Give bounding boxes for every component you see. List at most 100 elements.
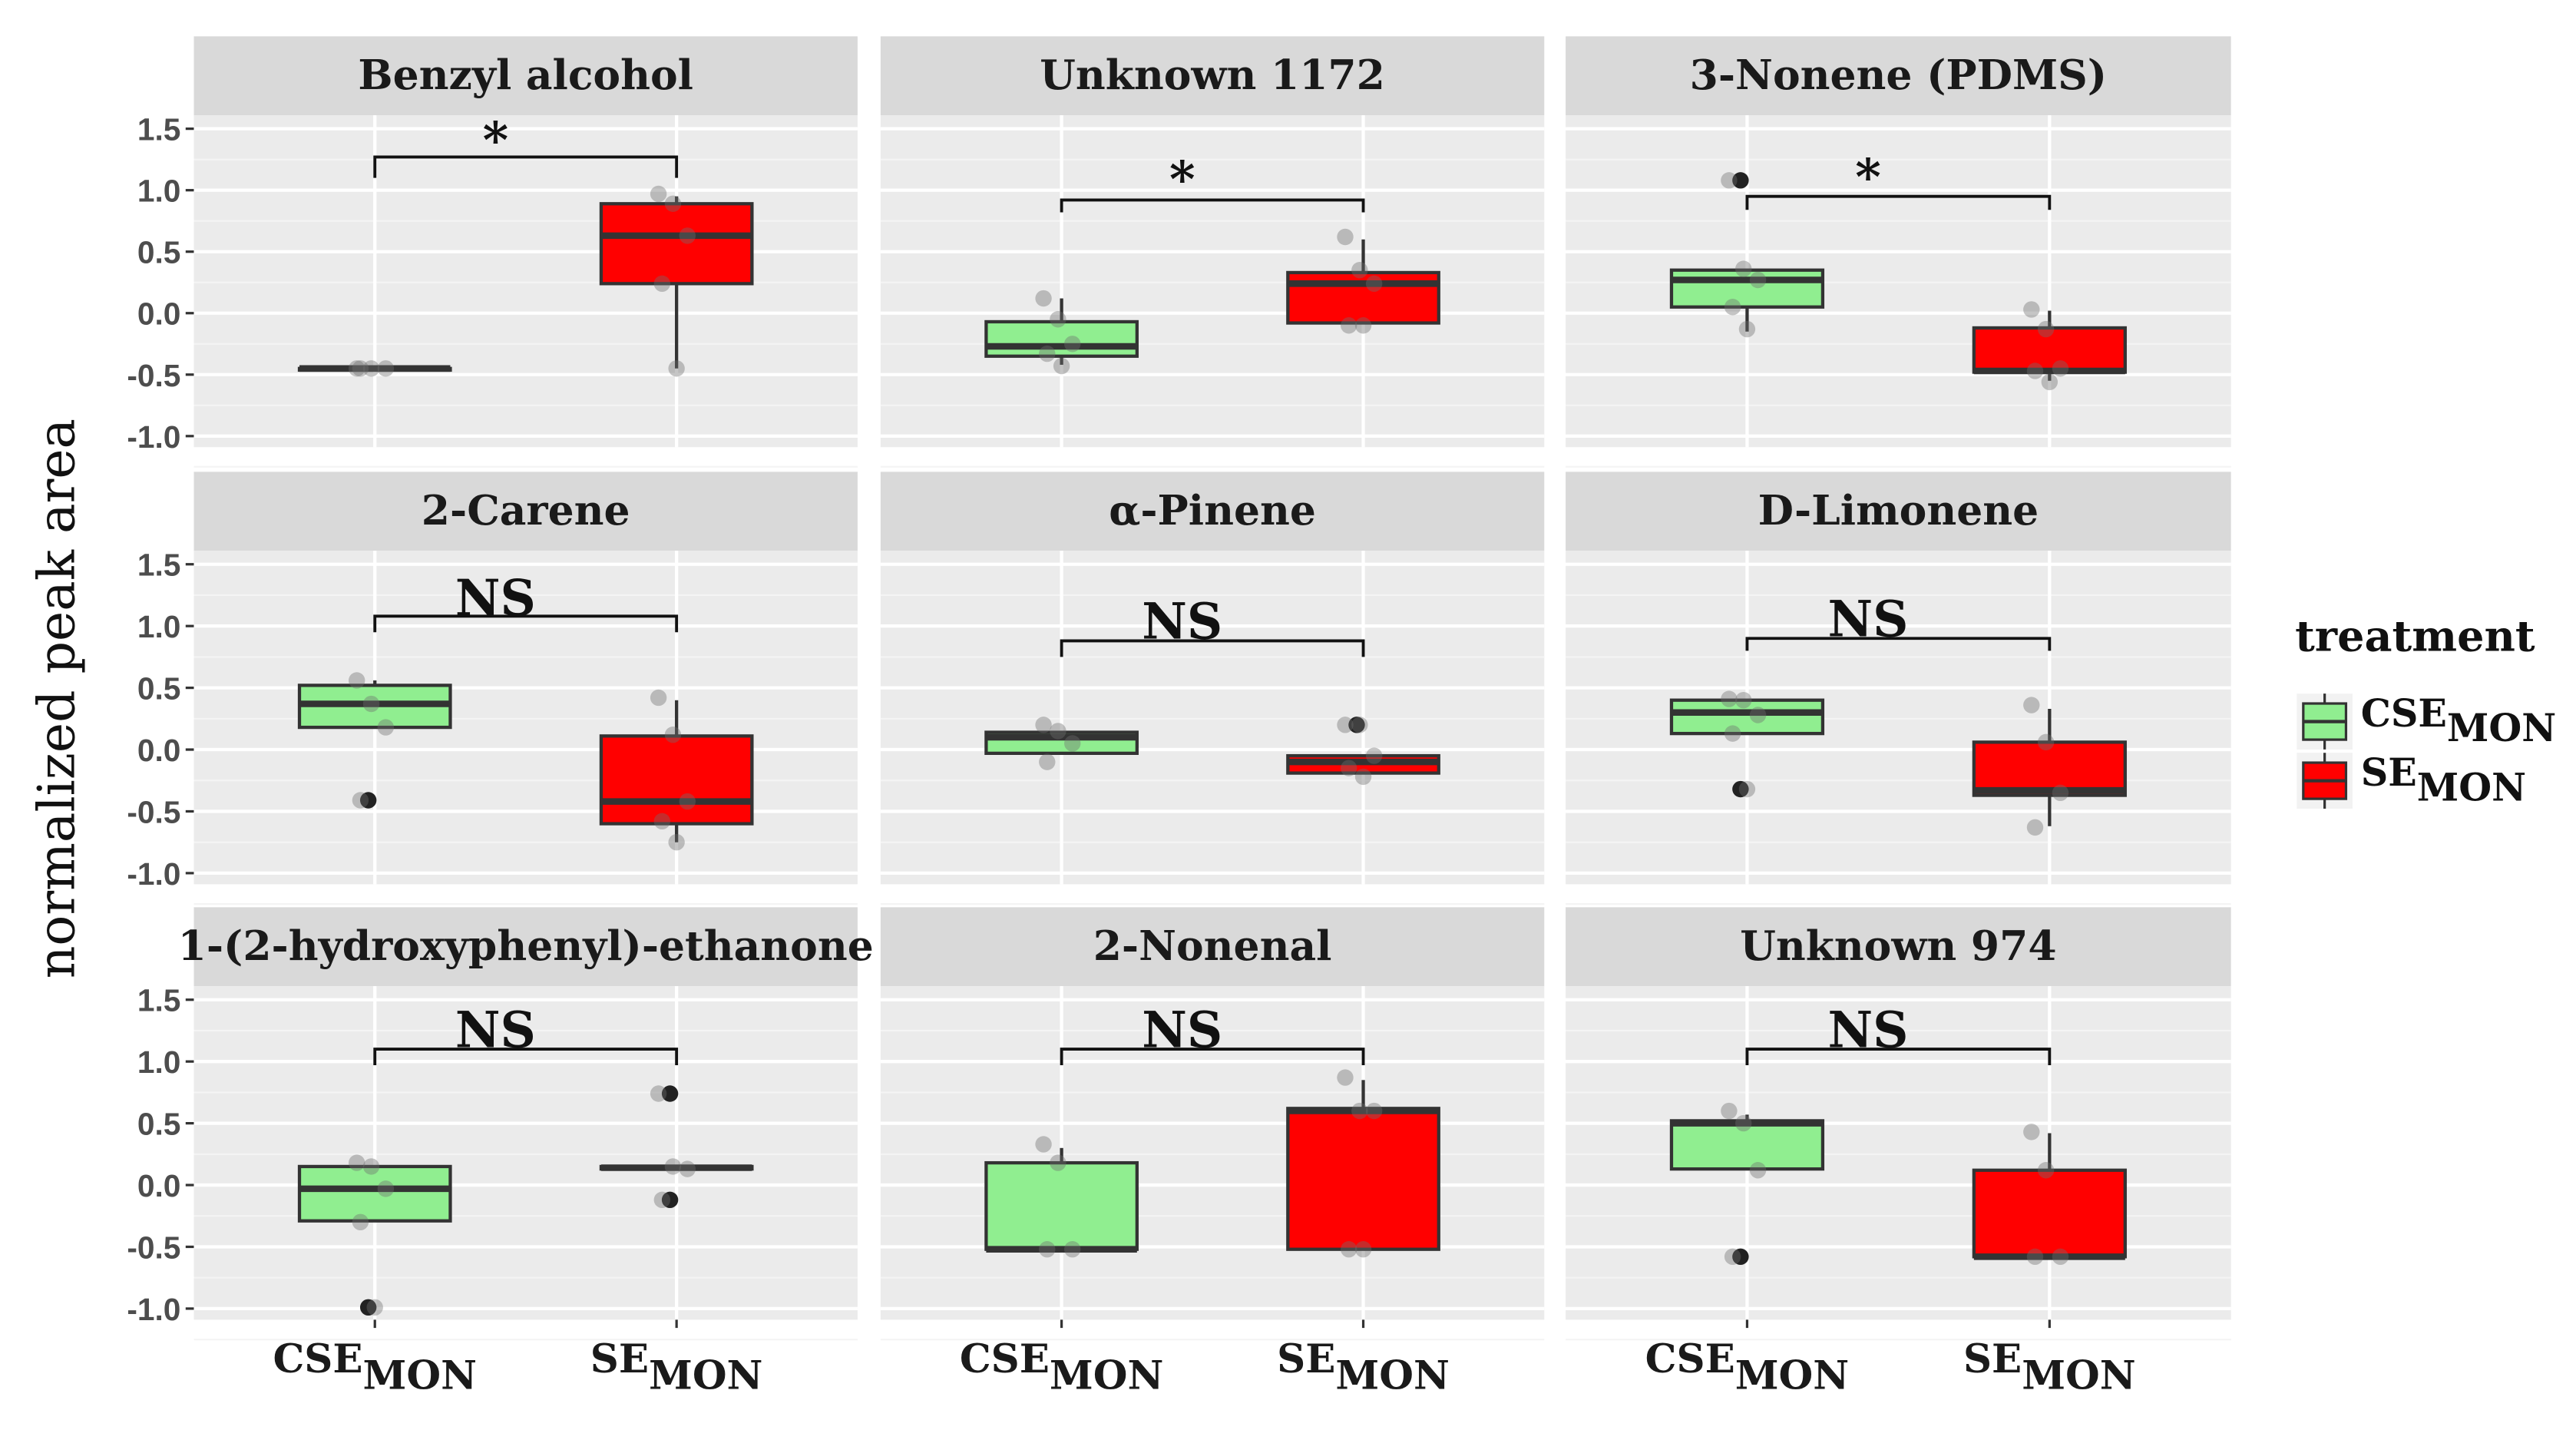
data-point [1035, 717, 1052, 733]
data-point [1738, 320, 1756, 338]
outlier-point [1732, 1248, 1749, 1266]
x-tick-sub: MON [1050, 1352, 1164, 1399]
y-tick-label: 0.5 [137, 1107, 181, 1142]
data-point [2037, 320, 2055, 338]
y-tick-label: -1.0 [127, 419, 180, 455]
y-tick-label: -1.0 [127, 856, 180, 892]
data-point [650, 185, 667, 203]
data-point [2052, 1248, 2069, 1266]
y-tick-label: -1.0 [127, 1292, 180, 1327]
panel-background [193, 115, 858, 448]
data-point [366, 1299, 383, 1316]
data-point [1035, 1136, 1052, 1153]
data-point [1337, 1069, 1354, 1086]
data-point [653, 813, 671, 830]
facet-panel: 3-Nonene (PDMS) * [1566, 36, 2231, 468]
significance-label: NS [1827, 1001, 1908, 1059]
panel-background [1566, 115, 2231, 448]
significance-label: NS [455, 570, 536, 627]
facet-strip [880, 36, 1545, 116]
data-point [668, 360, 685, 377]
data-point [1351, 262, 1368, 279]
facet-strip [1566, 472, 2231, 551]
data-point [1341, 760, 1357, 776]
significance-bracket [373, 1048, 679, 1066]
x-tick-label: CSEMON [960, 1336, 1164, 1399]
x-tick-sub: MON [363, 1352, 478, 1399]
y-tick-label: 0.0 [137, 1168, 181, 1203]
facet-strip [193, 472, 858, 551]
data-point [1724, 299, 1741, 316]
data-point [1341, 317, 1357, 334]
data-point [1354, 768, 1372, 786]
data-point [1365, 275, 1383, 293]
data-point [2023, 697, 2040, 713]
data-point [362, 360, 380, 377]
significance-label: NS [1142, 1001, 1222, 1059]
facet-strip [1566, 907, 2231, 987]
data-point [1341, 1241, 1357, 1258]
legend-label: CSEMON [2361, 691, 2557, 750]
data-point [1337, 717, 1354, 733]
facet-title: 2-Carene [422, 486, 630, 535]
significance-label: * [1855, 149, 1881, 207]
data-point [664, 1158, 682, 1175]
data-point [1365, 1102, 1383, 1120]
data-point [362, 695, 380, 713]
data-point [1354, 317, 1372, 334]
y-tick-label: -0.5 [127, 1230, 180, 1265]
y-tick-label: 1.5 [137, 983, 181, 1018]
significance-bracket [1745, 194, 2052, 210]
box-cse [984, 319, 1139, 358]
box-se [1972, 1168, 2127, 1259]
y-tick-label: 0.5 [137, 235, 181, 270]
data-point [2041, 373, 2058, 391]
x-tick-label: SEMON [1963, 1336, 2136, 1399]
data-point [1035, 290, 1052, 307]
data-point [1064, 1241, 1081, 1258]
data-point [377, 360, 395, 377]
box-cse [297, 1164, 452, 1223]
data-point [352, 792, 369, 809]
facet-panel: 1-(2-hydroxyphenyl)-ethanone 1.5 1.0 0.5 0.0… [127, 907, 874, 1399]
data-point [1724, 1248, 1741, 1266]
data-point [653, 1191, 671, 1209]
facet-panel: 2-Carene 1.5 1.0 0.5 0.0 -0.5 -1.0 NS [127, 472, 858, 905]
facet-title: Benzyl alcohol [358, 51, 693, 99]
data-point [377, 1180, 395, 1197]
significance-label: * [483, 112, 509, 170]
data-point [2052, 360, 2069, 377]
significance-bracket [1745, 637, 2052, 651]
facet-panel: D-Limonene NS [1566, 472, 2231, 905]
y-tick-label: 1.0 [137, 609, 181, 644]
significance-label: NS [1142, 594, 1222, 651]
outlier-point [661, 1085, 679, 1102]
facet-strip [880, 472, 1545, 551]
box-se [1972, 740, 2127, 797]
box-se [599, 734, 754, 826]
box-cse [1669, 698, 1825, 736]
data-point [679, 227, 696, 244]
data-point [1735, 1114, 1752, 1132]
data-point [664, 195, 682, 212]
data-point [1724, 725, 1741, 742]
facet-panel: Benzyl alcohol 1.5 1.0 0.5 0.0 -0.5 -1.0 * [127, 36, 858, 468]
box-se [1286, 1107, 1440, 1251]
data-point [1337, 228, 1354, 246]
x-tick-base: SE [1963, 1336, 2022, 1382]
significance-bracket [373, 614, 679, 633]
data-point [377, 719, 395, 736]
data-point [1050, 1154, 1066, 1171]
facet-strip [880, 907, 1545, 987]
outlier-point [1732, 172, 1749, 189]
facet-title: Unknown 1172 [1040, 51, 1385, 99]
x-tick-base: CSE [1645, 1336, 1735, 1382]
data-point [679, 793, 696, 810]
x-tick-label: SEMON [590, 1336, 763, 1399]
legend-label-base: SE [2361, 750, 2417, 795]
data-point [1050, 723, 1066, 740]
data-point [1064, 336, 1081, 353]
data-point [1053, 357, 1070, 375]
